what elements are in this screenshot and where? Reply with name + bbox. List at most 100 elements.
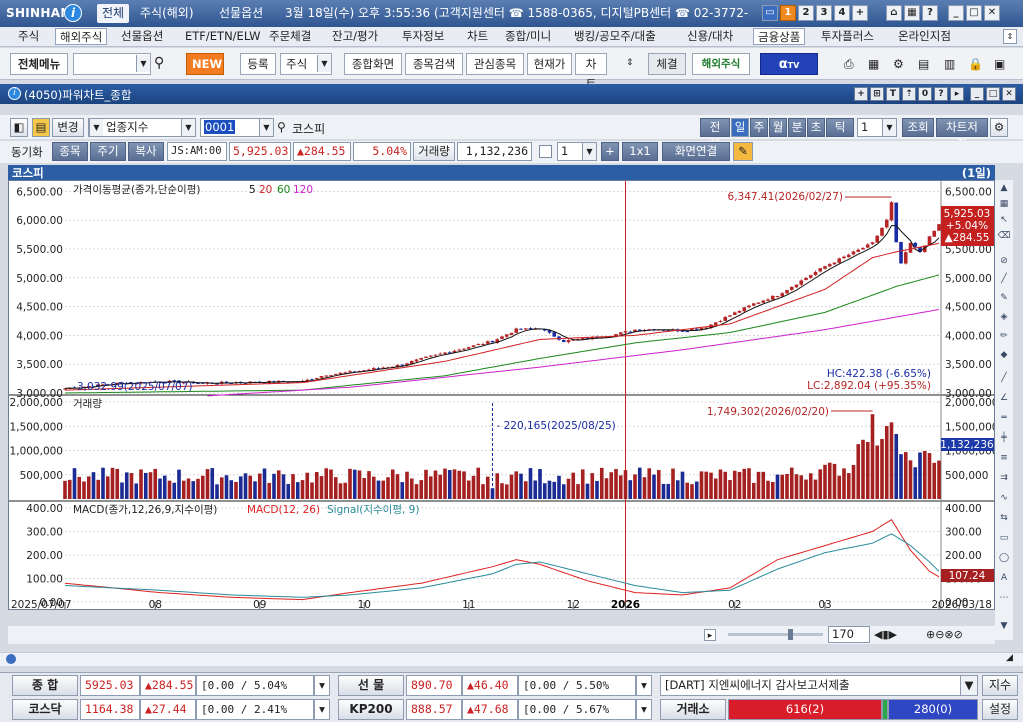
chart-button[interactable]: 차트 (575, 53, 607, 91)
window-icon[interactable]: ▤ (918, 57, 930, 71)
home-icon[interactable]: ⌂ (886, 5, 902, 21)
summary-screen-button[interactable]: 종합화면 (344, 53, 402, 75)
chevron-down-icon[interactable]: ▾ (314, 675, 330, 696)
help-icon[interactable]: ? (922, 5, 938, 21)
menu-invest-plus[interactable]: 투자플러스 (821, 29, 874, 43)
grid-icon[interactable]: ▦ (904, 5, 920, 21)
menu-balance[interactable]: 잔고/평가 (332, 29, 379, 43)
menu-scroll-icon[interactable]: ⇕ (1003, 29, 1017, 44)
chevron-down-icon[interactable]: ▼ (960, 675, 978, 696)
add-layout-button[interactable]: + (601, 142, 619, 161)
screen-2-button[interactable]: 2 (798, 5, 814, 21)
favorite-icon[interactable]: ▤ (32, 118, 50, 137)
checkbox[interactable] (539, 145, 552, 158)
pencil-icon[interactable]: ✏ (1000, 331, 1008, 341)
calculator-icon[interactable]: ▦ (868, 57, 880, 71)
category-select[interactable]: ▼ 업종지수 ▼ (88, 118, 196, 137)
monitor-icon[interactable]: ▭ (762, 5, 778, 21)
zoom-input[interactable]: 170 (828, 626, 870, 643)
exchange-label[interactable]: 거래소 (660, 699, 726, 720)
register-button[interactable]: 등록 (240, 53, 276, 75)
fill-icon[interactable]: ◈ (1000, 312, 1008, 322)
minimize-icon[interactable]: _ (970, 87, 984, 101)
menu-etf-etn-elw[interactable]: ETF/ETN/ELW (185, 29, 261, 43)
zoom-slider[interactable] (728, 633, 823, 636)
scroll-right-icon[interactable]: ▸ (704, 629, 716, 641)
chevron-down-icon[interactable]: ▾ (636, 675, 652, 696)
kosdaq-label[interactable]: 코스닥 (12, 699, 78, 720)
help-icon[interactable]: ? (934, 87, 948, 101)
screen-4-button[interactable]: 4 (834, 5, 850, 21)
menu-futures-options[interactable]: 선물옵션 (121, 29, 164, 43)
hline-icon[interactable]: ═ (1001, 413, 1007, 423)
wave-icon[interactable]: ∿ (1000, 493, 1008, 503)
box-icon[interactable]: ▭ (999, 533, 1009, 543)
screen-link-button[interactable]: 화면연결 (662, 142, 730, 161)
lookup-button[interactable]: 조회 (902, 118, 934, 137)
chart-area[interactable]: 3,000.00 3,000.00 3,500.00 3,500.00 4,000.00… (8, 180, 995, 610)
close-icon[interactable]: ✕ (1002, 87, 1016, 101)
more-icon[interactable]: ▸ (950, 87, 964, 101)
sync-stock-button[interactable]: 종목 (52, 142, 88, 161)
stock-select[interactable]: 주식 ▼ (280, 53, 332, 75)
channel-icon[interactable]: ⇉ (1000, 473, 1008, 483)
period-second-button[interactable]: 초 (807, 118, 825, 137)
tab-all[interactable]: 전체 (97, 4, 130, 23)
tab-futures-options[interactable]: 선물옵션 (219, 6, 264, 20)
add-icon[interactable]: + (854, 87, 868, 101)
lock-icon[interactable]: 🔒 (968, 57, 983, 71)
chevron-down-icon[interactable]: ▾ (636, 699, 652, 720)
chart-save-button[interactable]: 차트저장 (936, 118, 988, 151)
layout-count-select[interactable]: 1 ▼ (557, 142, 597, 161)
current-price-button[interactable]: 현재가 (527, 53, 572, 75)
marker-icon[interactable]: ◆ (1000, 350, 1008, 360)
toolbar-expand-icon[interactable]: ⇕ (626, 58, 634, 68)
chevron-down-icon[interactable]: ▼ (136, 55, 150, 72)
all-menu-button[interactable]: 전체메뉴 (10, 53, 68, 75)
vline-icon[interactable]: ╪ (1001, 433, 1007, 443)
trend-line-icon[interactable]: ╱ (1001, 373, 1007, 383)
search-icon[interactable]: ⚲ (154, 55, 165, 71)
pin-icon[interactable]: ⇡ (902, 87, 916, 101)
futures-label[interactable]: 선 물 (338, 675, 404, 696)
cursor-icon[interactable]: ↖ (1000, 215, 1008, 225)
link-icon[interactable]: ⊞ (870, 87, 884, 101)
menu-invest-info[interactable]: 투자정보 (402, 29, 445, 43)
gear-icon[interactable]: ⚙ (990, 118, 1008, 137)
folder-icon[interactable]: ▣ (994, 57, 1006, 71)
menu-financial-products[interactable]: 금융상품 (753, 28, 806, 45)
period-count-select[interactable]: 1 ▼ (857, 118, 897, 137)
maximize-icon[interactable]: □ (986, 87, 1000, 101)
tab-overseas-stock[interactable]: 주식(해외) (140, 6, 194, 20)
angle-icon[interactable]: ∠ (999, 393, 1009, 403)
arrow-icon[interactable]: ⇆ (1000, 513, 1008, 523)
circle-icon[interactable]: ◯ (998, 553, 1010, 563)
zoom-slider-thumb[interactable] (788, 629, 793, 640)
screen-1-button[interactable]: 1 (780, 5, 796, 21)
line-icon[interactable]: ╱ (1001, 274, 1007, 284)
search-icon[interactable]: ⚲ (277, 120, 286, 134)
new-button[interactable]: NEW (186, 53, 224, 75)
composite-label[interactable]: 종 합 (12, 675, 78, 696)
menu-credit[interactable]: 신용/대차 (687, 29, 734, 43)
sync-period-button[interactable]: 주기 (90, 142, 126, 161)
grid-icon[interactable]: ▦ (999, 199, 1009, 209)
link-icon[interactable]: ⊘ (1000, 256, 1008, 266)
chevron-down-icon[interactable]: ▾ (314, 699, 330, 720)
period-month-button[interactable]: 월 (769, 118, 787, 137)
panel-toggle-icon[interactable]: ◧ (10, 118, 28, 137)
menu-order[interactable]: 주문체결 (269, 29, 312, 43)
fibonacci-icon[interactable]: ≡ (1000, 453, 1008, 463)
pen-icon[interactable]: ✎ (733, 142, 753, 161)
menu-banking[interactable]: 뱅킹/공모주/대출 (574, 29, 656, 43)
period-minute-button[interactable]: 분 (788, 118, 806, 137)
period-week-button[interactable]: 주 (750, 118, 768, 137)
brush-icon[interactable]: ✎ (1000, 293, 1008, 303)
news-ticker[interactable]: [DART] 지엔씨에너지 감사보고서제출 (660, 675, 978, 696)
text-icon[interactable]: T (886, 87, 900, 101)
screen-3-button[interactable]: 3 (816, 5, 832, 21)
eraser-icon[interactable]: ⌫ (997, 231, 1011, 241)
menu-chart[interactable]: 차트 (467, 29, 489, 43)
layout-icon[interactable]: ▥ (944, 57, 956, 71)
kp200-label[interactable]: KP200 (338, 699, 404, 720)
